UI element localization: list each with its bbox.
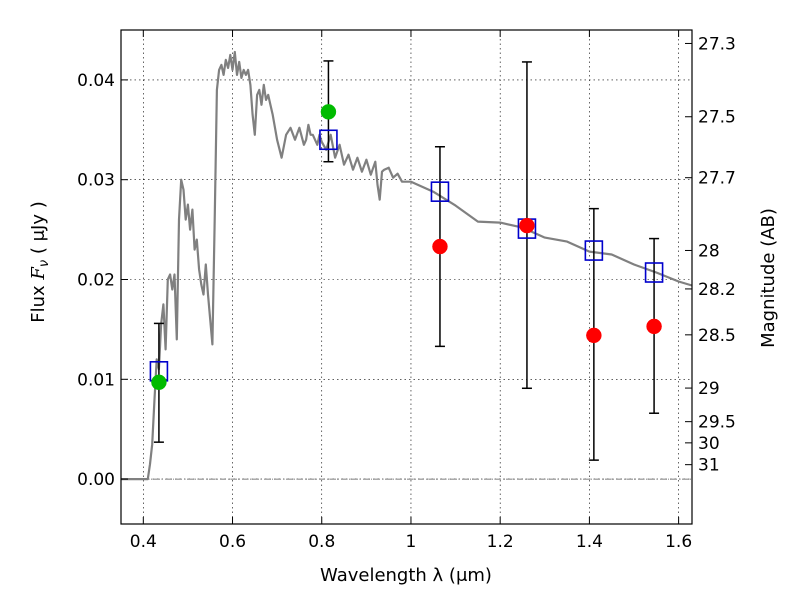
y-axis-label-subscript: ν [37, 260, 52, 267]
y-axis-label-symbol: F [28, 266, 49, 281]
x-tick-label: 0.6 [219, 532, 246, 552]
mag-tick-label: 30 [698, 434, 720, 454]
y-axis-label-unit: ( μJy ) [28, 201, 49, 260]
observed-photometry-point [646, 318, 662, 335]
sed-model-curve [121, 50, 693, 481]
plot-area [121, 50, 693, 481]
x-tick-label: 1.2 [487, 532, 514, 552]
x-tick-label: 1.6 [665, 532, 692, 552]
mag-tick-label: 27.5 [698, 108, 736, 128]
axis-ticks [121, 30, 692, 524]
y-tick-label: 0.04 [77, 71, 115, 91]
observed-photometry-point [151, 374, 167, 391]
mag-tick-label: 27.3 [698, 34, 736, 54]
x-tick-label: 0.8 [308, 532, 335, 552]
x-tick-label: 1.4 [576, 532, 603, 552]
model-photometry-square [644, 262, 664, 283]
observed-photometry-point [519, 217, 535, 234]
mag-tick-label: 31 [698, 456, 720, 476]
tick-labels: 0.4 0.6 0.8 1 1.2 1.4 1.6 0.00 0.01 0.02 0.03 0.04 2… [77, 34, 736, 552]
mag-tick-label: 27.7 [698, 169, 736, 189]
model-photometry-square [430, 181, 450, 202]
y-axis-label-right: Magnitude (AB) [758, 208, 779, 348]
y-tick-label: 0.00 [77, 470, 115, 490]
model-photometry-square [584, 240, 604, 261]
model-photometry-square [319, 129, 338, 151]
x-tick-label: 1 [406, 532, 417, 552]
y-tick-label: 0.02 [77, 270, 115, 290]
observed-photometry-point [432, 238, 448, 255]
mag-tick-label: 28.2 [698, 280, 736, 300]
x-tick-label: 0.4 [130, 532, 157, 552]
mag-tick-label: 28 [698, 241, 720, 261]
plot-frame [120, 29, 693, 525]
y-axis-label-prefix: Flux [28, 280, 49, 323]
y-axis-label-left: Flux Fν ( μJy ) [28, 201, 52, 323]
observed-photometry-point [320, 104, 337, 120]
mag-tick-label: 28.5 [698, 326, 736, 346]
observed-photometry-point [586, 327, 602, 344]
y-tick-label: 0.01 [77, 370, 115, 390]
mag-tick-label: 29 [698, 379, 720, 399]
x-axis-label: Wavelength λ (μm) [320, 565, 492, 586]
mag-tick-label: 29.5 [698, 413, 736, 433]
y-tick-label: 0.03 [77, 171, 115, 191]
